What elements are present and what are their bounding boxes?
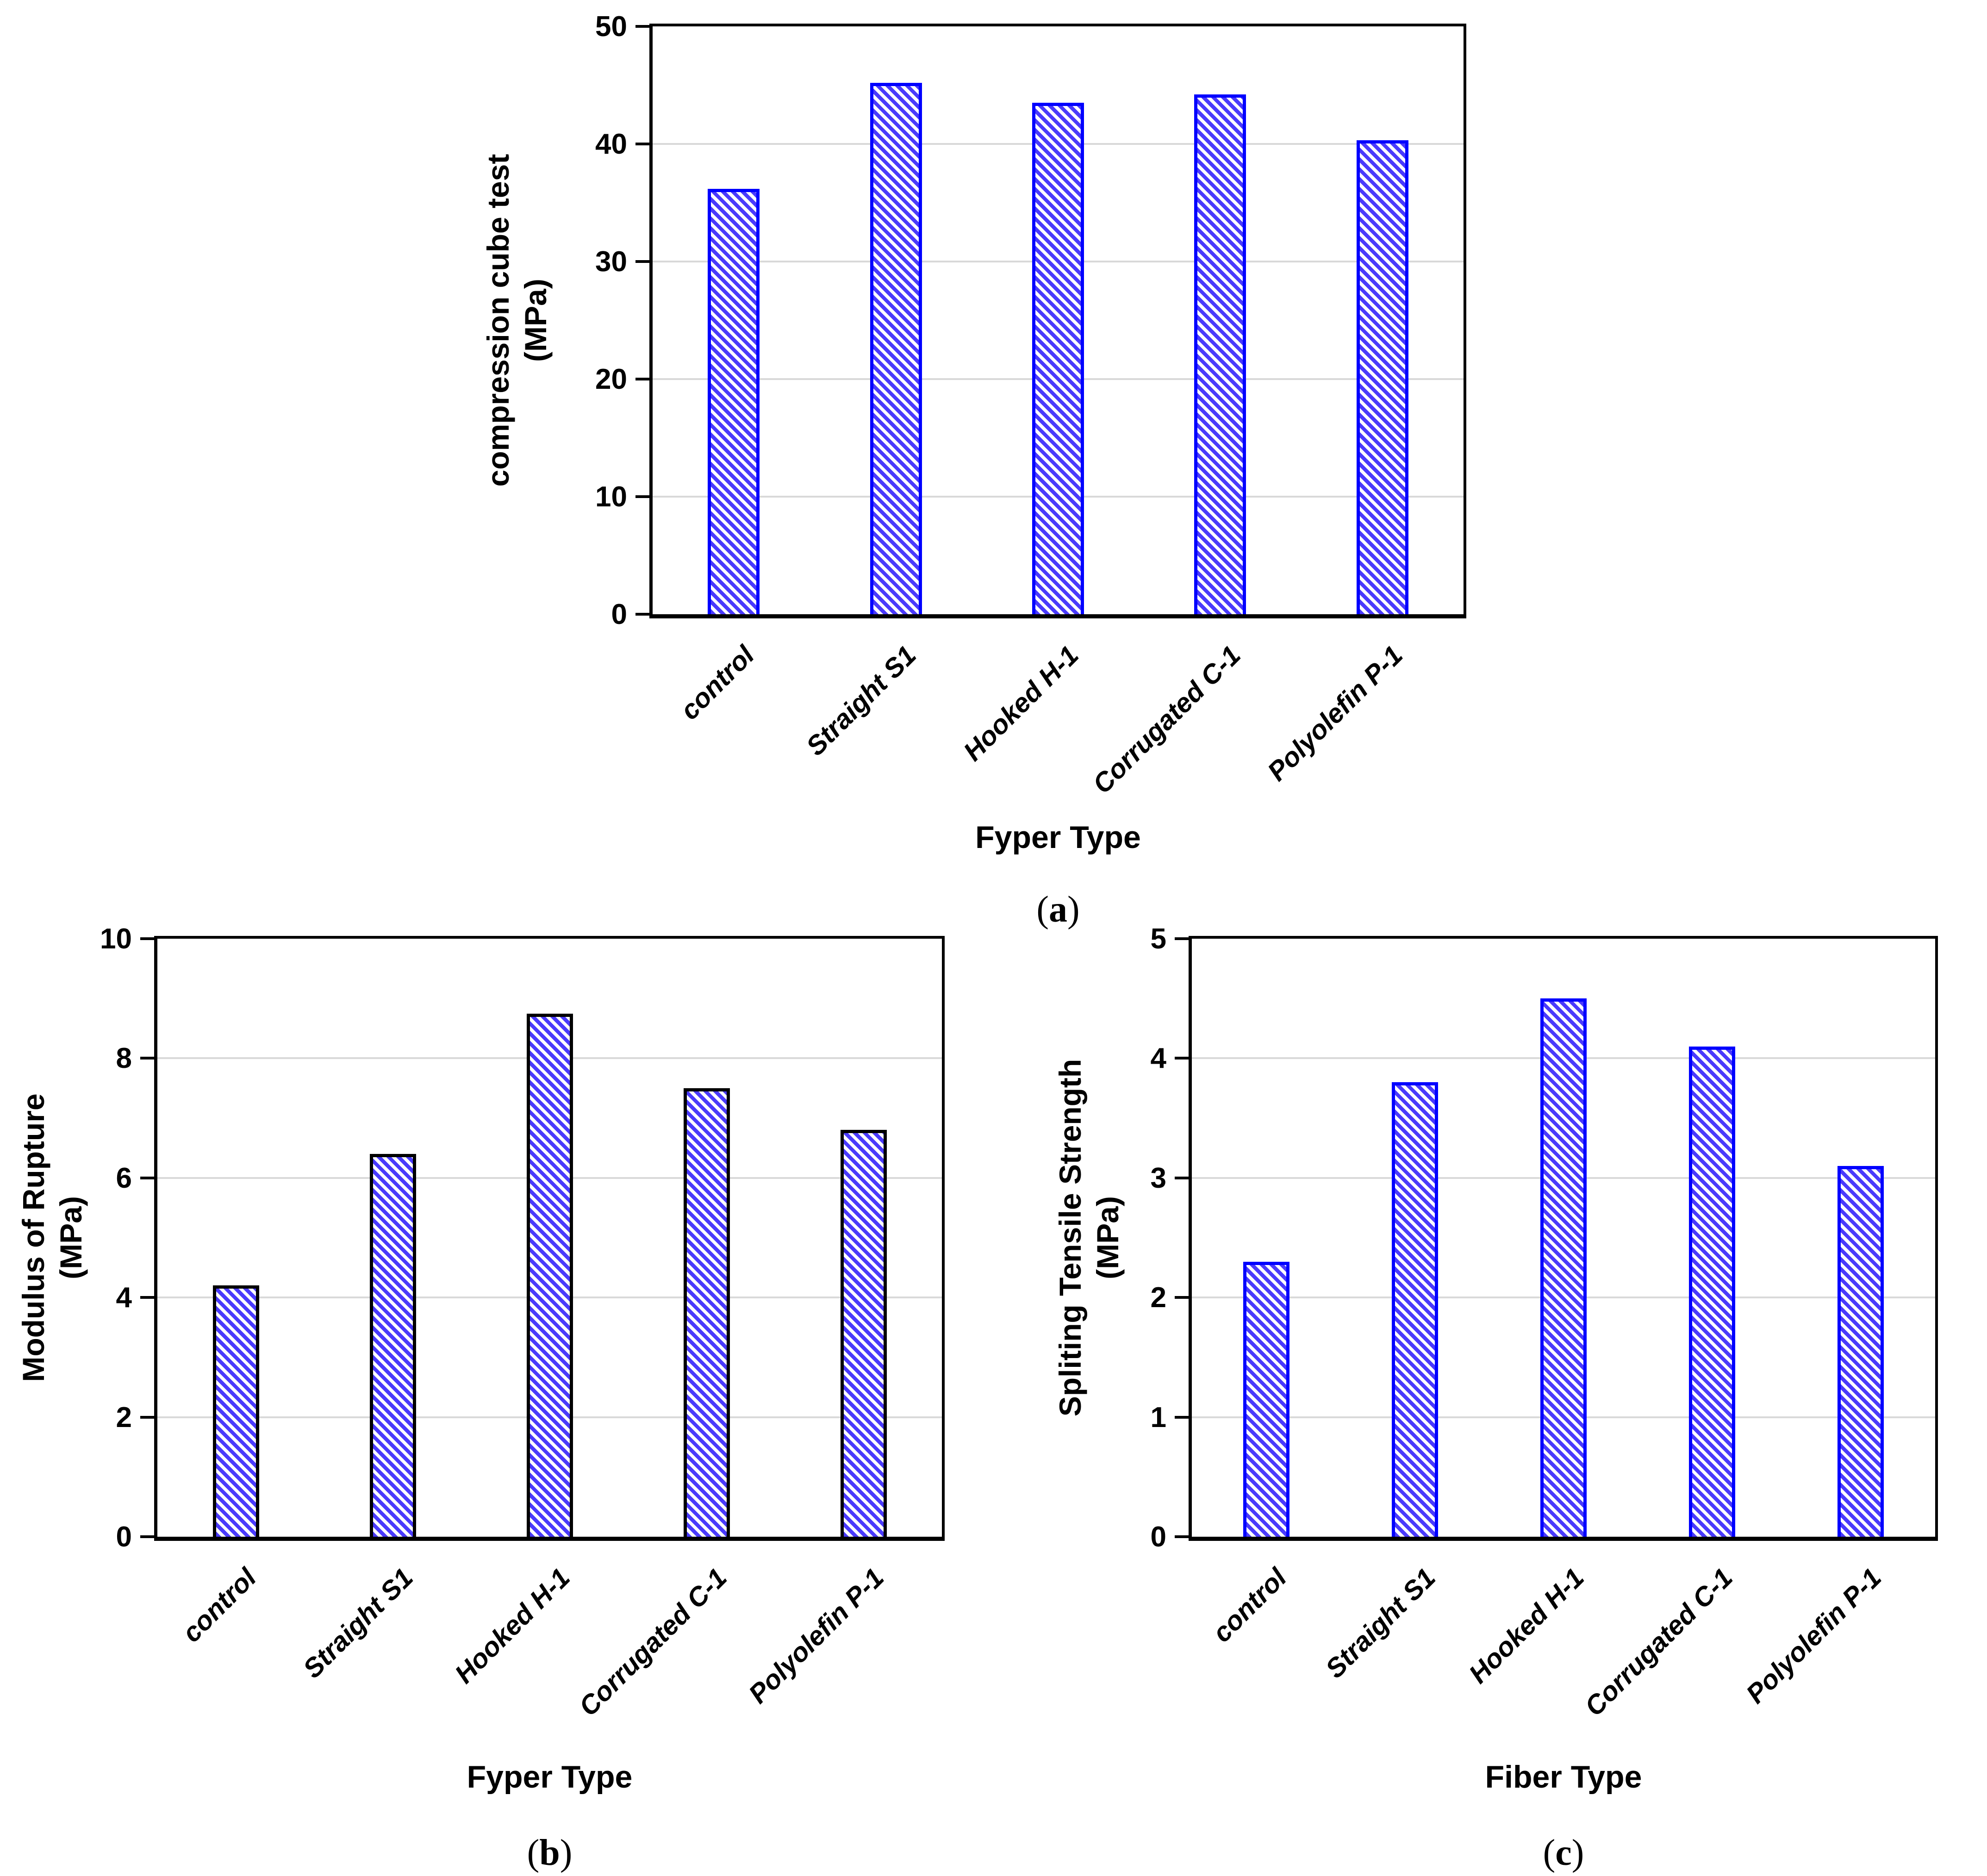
bar-control	[708, 188, 760, 614]
y-tick-label-4: 4	[1150, 1042, 1166, 1075]
bar-corrugated-c-1	[1194, 94, 1246, 614]
caption-letter: b	[539, 1832, 560, 1873]
y-tick-label-30: 30	[595, 246, 627, 278]
y-tick-5	[1175, 937, 1190, 940]
x-axis-title-c: Fiber Type	[1485, 1759, 1642, 1795]
bar-control	[212, 1285, 259, 1537]
y-axis-title-line2: (MPa)	[1090, 1196, 1125, 1279]
panel-caption-b: (b)	[157, 1832, 942, 1874]
plot-area-c	[1189, 936, 1938, 1541]
x-category-label-2: Straight S1	[1320, 1562, 1441, 1684]
x-axis-title-a: Fyper Type	[975, 820, 1141, 855]
y-tick-2	[1175, 1296, 1190, 1299]
y-tick-4	[140, 1296, 155, 1299]
y-tick-label-8: 8	[116, 1042, 132, 1075]
caption-paren: (	[1036, 889, 1049, 930]
bar-corrugated-c-1	[683, 1088, 730, 1537]
y-tick-8	[140, 1057, 155, 1060]
bar-hooked-h-1	[1032, 103, 1084, 614]
y-tick-1	[1175, 1415, 1190, 1419]
panel-caption-a: (a)	[653, 889, 1464, 931]
y-tick-label-20: 20	[595, 363, 627, 395]
y-axis-title-a: compression cube test (MPa)	[480, 26, 557, 614]
y-tick-label-2: 2	[1150, 1282, 1166, 1314]
y-tick-50	[635, 25, 650, 28]
caption-paren: (	[527, 1832, 540, 1873]
y-tick-40	[635, 143, 650, 145]
y-tick-0	[635, 613, 650, 616]
panel-caption-c: (c)	[1192, 1832, 1935, 1874]
y-axis-title-line2: (MPa)	[53, 1196, 88, 1279]
y-tick-label-0: 0	[611, 598, 627, 630]
bar-polyolefin-p-1	[1356, 140, 1408, 614]
bar-polyolefin-p-1	[840, 1130, 887, 1537]
y-tick-20	[635, 378, 650, 380]
x-category-label-5: Polyolefin P-1	[1740, 1562, 1887, 1709]
y-tick-label-0: 0	[1150, 1521, 1166, 1553]
y-tick-10	[635, 495, 650, 498]
caption-paren: )	[1571, 1832, 1584, 1873]
y-axis-title-line1: Spliting Tensile Strength	[1053, 1059, 1087, 1417]
y-tick-label-2: 2	[116, 1401, 132, 1433]
y-tick-6	[140, 1176, 155, 1179]
y-tick-label-1: 1	[1150, 1401, 1166, 1433]
y-tick-3	[1175, 1176, 1190, 1179]
bar-straight-s1	[369, 1154, 416, 1537]
bar-polyolefin-p-1	[1838, 1165, 1884, 1537]
caption-paren: )	[1067, 889, 1080, 930]
x-category-label-1: control	[1207, 1562, 1293, 1648]
caption-paren: (	[1543, 1832, 1556, 1873]
bar-control	[1243, 1261, 1289, 1537]
y-tick-4	[1175, 1057, 1190, 1060]
y-tick-label-6: 6	[116, 1162, 132, 1194]
y-tick-0	[1175, 1535, 1190, 1538]
y-axis-title-c: Spliting Tensile Strength (MPa)	[1052, 939, 1129, 1537]
y-tick-30	[635, 260, 650, 263]
y-axis-title-line2: (MPa)	[518, 279, 553, 362]
y-axis-title-line1: compression cube test	[481, 154, 515, 487]
bar-hooked-h-1	[526, 1013, 573, 1537]
y-tick-label-50: 50	[595, 11, 627, 43]
y-tick-label-10: 10	[595, 481, 627, 513]
caption-letter: a	[1049, 889, 1067, 930]
y-tick-label-40: 40	[595, 128, 627, 160]
y-tick-label-3: 3	[1150, 1162, 1166, 1194]
plot-area-a	[649, 24, 1466, 618]
y-axis-title-b: Modulus of Rupture (MPa)	[15, 939, 93, 1537]
y-tick-label-0: 0	[116, 1521, 132, 1553]
bar-straight-s1	[1391, 1082, 1438, 1537]
y-tick-label-10: 10	[100, 923, 132, 955]
bar-hooked-h-1	[1540, 998, 1587, 1537]
x-axis-title-b: Fyper Type	[467, 1759, 633, 1795]
y-tick-label-5: 5	[1150, 923, 1166, 955]
caption-letter: c	[1555, 1832, 1572, 1873]
y-tick-10	[140, 937, 155, 940]
x-category-label-4: Corrugated C-1	[1579, 1562, 1738, 1722]
y-tick-2	[140, 1415, 155, 1419]
y-tick-0	[140, 1535, 155, 1538]
plot-area-b	[154, 936, 945, 1541]
y-tick-label-4: 4	[116, 1282, 132, 1314]
caption-paren: )	[560, 1832, 573, 1873]
bar-corrugated-c-1	[1689, 1046, 1736, 1537]
x-category-label-3: Hooked H-1	[1463, 1562, 1590, 1689]
y-axis-title-line1: Modulus of Rupture	[16, 1093, 50, 1382]
bar-straight-s1	[870, 82, 922, 614]
